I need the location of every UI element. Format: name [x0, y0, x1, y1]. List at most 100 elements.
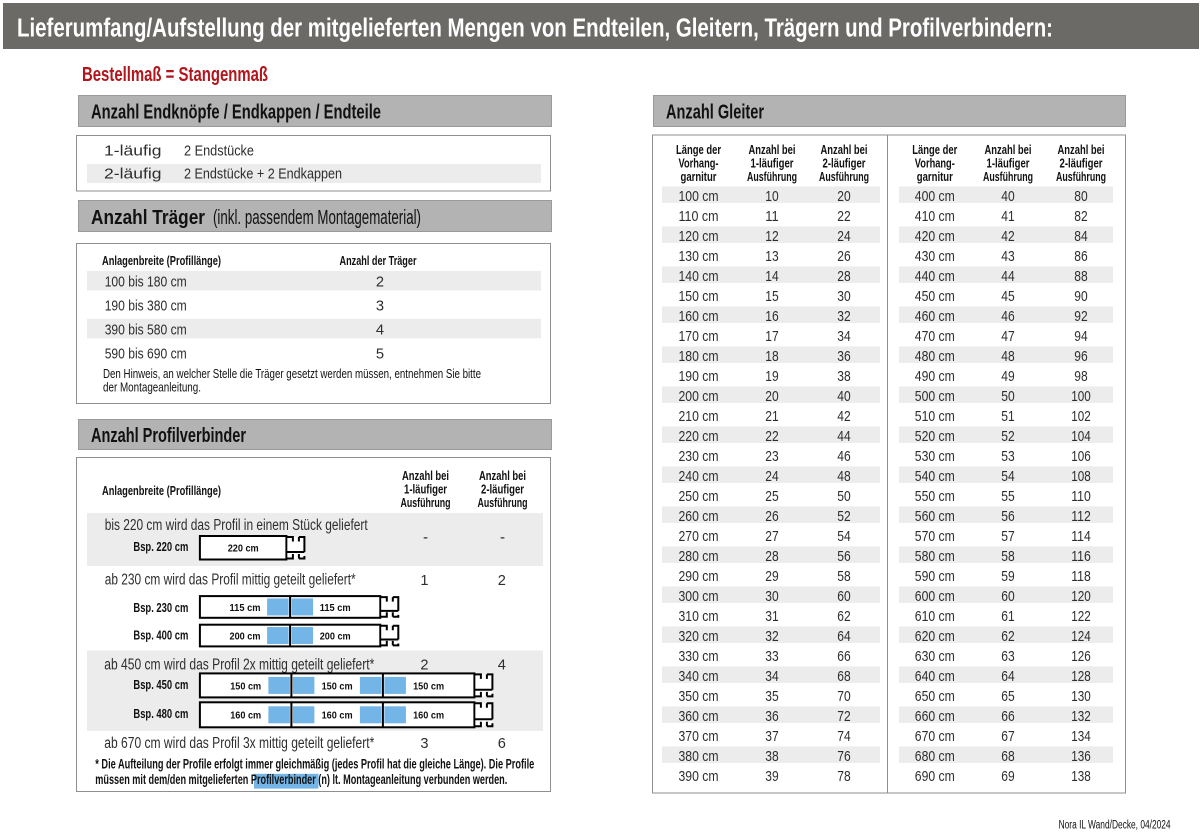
svg-text:62: 62: [837, 609, 850, 625]
svg-text:190 bis 380 cm: 190 bis 380 cm: [105, 299, 187, 315]
svg-text:450 cm: 450 cm: [915, 289, 955, 305]
svg-text:115 cm: 115 cm: [320, 602, 351, 614]
svg-text:132: 132: [1071, 709, 1091, 725]
svg-text:160 cm: 160 cm: [322, 710, 353, 722]
svg-text:Ausführung: Ausführung: [983, 169, 1033, 184]
svg-text:5: 5: [376, 346, 384, 362]
svg-text:55: 55: [1001, 489, 1014, 505]
svg-text:22: 22: [837, 209, 850, 225]
svg-text:150 cm: 150 cm: [322, 680, 353, 692]
svg-text:41: 41: [1001, 209, 1014, 225]
svg-text:40: 40: [1001, 189, 1014, 205]
svg-text:2 Endstücke + 2 Endkappen: 2 Endstücke + 2 Endkappen: [184, 166, 342, 182]
svg-text:36: 36: [837, 349, 850, 365]
svg-text:38: 38: [837, 369, 850, 385]
svg-text:130: 130: [1071, 689, 1091, 705]
svg-text:2: 2: [498, 573, 506, 589]
svg-text:100: 100: [1071, 389, 1091, 405]
svg-text:90: 90: [1074, 289, 1087, 305]
svg-text:310 cm: 310 cm: [679, 609, 719, 625]
svg-text:16: 16: [765, 309, 778, 325]
svg-text:Anzahl bei: Anzahl bei: [1058, 142, 1105, 157]
svg-text:590 cm: 590 cm: [915, 569, 955, 585]
svg-text:Bsp. 230 cm: Bsp. 230 cm: [133, 601, 188, 615]
svg-text:44: 44: [1001, 269, 1014, 285]
svg-text:20: 20: [837, 189, 850, 205]
svg-text:136: 136: [1071, 749, 1091, 765]
svg-text:28: 28: [837, 269, 850, 285]
svg-text:640 cm: 640 cm: [915, 669, 955, 685]
svg-text:67: 67: [1001, 729, 1014, 745]
svg-text:48: 48: [1001, 349, 1014, 365]
svg-text:Anzahl Endknöpfe / Endkappen /: Anzahl Endknöpfe / Endkappen / Endteile: [91, 100, 381, 123]
svg-text:46: 46: [837, 449, 850, 465]
svg-text:45: 45: [1001, 289, 1014, 305]
svg-text:180 cm: 180 cm: [679, 349, 719, 365]
svg-text:48: 48: [837, 469, 850, 485]
svg-text:138: 138: [1071, 769, 1091, 785]
svg-text:270 cm: 270 cm: [679, 529, 719, 545]
svg-text:150 cm: 150 cm: [679, 289, 719, 305]
svg-text:13: 13: [765, 249, 778, 265]
svg-text:66: 66: [1001, 709, 1014, 725]
svg-text:1-läufiger: 1-läufiger: [751, 155, 794, 170]
svg-text:ab 450 cm wird das Profil 2x m: ab 450 cm wird das Profil 2x mittig gete…: [104, 656, 374, 673]
svg-text:530 cm: 530 cm: [915, 449, 955, 465]
svg-text:390 bis 580 cm: 390 bis 580 cm: [105, 322, 187, 338]
svg-text:620 cm: 620 cm: [915, 629, 955, 645]
svg-text:150 cm: 150 cm: [413, 680, 444, 692]
svg-text:160 cm: 160 cm: [230, 710, 261, 722]
svg-text:170 cm: 170 cm: [679, 329, 719, 345]
svg-text:Anlagenbreite (Profillänge): Anlagenbreite (Profillänge): [102, 484, 221, 498]
svg-text:650 cm: 650 cm: [915, 689, 955, 705]
svg-text:Anzahl bei: Anzahl bei: [985, 142, 1032, 157]
svg-text:590 bis 690 cm: 590 bis 690 cm: [105, 346, 187, 362]
svg-text:29: 29: [765, 569, 778, 585]
svg-text:Anzahl bei: Anzahl bei: [749, 142, 796, 157]
svg-text:220 cm: 220 cm: [228, 543, 259, 555]
svg-text:33: 33: [765, 649, 778, 665]
svg-text:68: 68: [837, 669, 850, 685]
svg-text:690 cm: 690 cm: [915, 769, 955, 785]
svg-text:43: 43: [1001, 249, 1014, 265]
svg-text:50: 50: [837, 489, 850, 505]
svg-text:400 cm: 400 cm: [915, 189, 955, 205]
svg-text:38: 38: [765, 749, 778, 765]
svg-text:630 cm: 630 cm: [915, 649, 955, 665]
svg-text:Länge der: Länge der: [912, 142, 957, 157]
svg-text:88: 88: [1074, 269, 1087, 285]
svg-text:36: 36: [765, 709, 778, 725]
svg-text:670 cm: 670 cm: [915, 729, 955, 745]
svg-text:26: 26: [765, 509, 778, 525]
svg-text:58: 58: [1001, 549, 1014, 565]
svg-text:Bsp. 220 cm: Bsp. 220 cm: [133, 540, 188, 554]
svg-text:17: 17: [765, 329, 778, 345]
svg-text:100 bis 180 cm: 100 bis 180 cm: [105, 275, 187, 291]
svg-text:34: 34: [765, 669, 778, 685]
svg-text:94: 94: [1074, 329, 1087, 345]
svg-text:-: -: [423, 529, 428, 546]
svg-text:1-läufig: 1-läufig: [104, 144, 162, 160]
svg-text:Vorhang-: Vorhang-: [679, 155, 719, 170]
svg-text:124: 124: [1071, 629, 1091, 645]
svg-text:Anzahl Gleiter: Anzahl Gleiter: [666, 100, 764, 123]
svg-text:Bestellmaß = Stangenmaß: Bestellmaß = Stangenmaß: [82, 64, 268, 86]
svg-text:34: 34: [837, 329, 850, 345]
svg-text:20: 20: [765, 389, 778, 405]
svg-text:Anzahl Profilverbinder: Anzahl Profilverbinder: [91, 424, 246, 447]
svg-text:28: 28: [765, 549, 778, 565]
svg-text:30: 30: [837, 289, 850, 305]
svg-text:Ausführung: Ausführung: [1056, 169, 1106, 184]
svg-text:420 cm: 420 cm: [915, 229, 955, 245]
svg-text:86: 86: [1074, 249, 1087, 265]
svg-text:26: 26: [837, 249, 850, 265]
svg-text:2-läufiger: 2-läufiger: [481, 482, 524, 497]
svg-text:50: 50: [1001, 389, 1014, 405]
svg-text:Anzahl bei: Anzahl bei: [402, 468, 449, 483]
svg-text:64: 64: [1001, 669, 1014, 685]
svg-text:56: 56: [837, 549, 850, 565]
svg-text:116: 116: [1071, 549, 1091, 565]
svg-text:66: 66: [837, 649, 850, 665]
svg-text:Anzahl bei: Anzahl bei: [821, 142, 868, 157]
svg-text:Nora IL Wand/Decke, 04/2024: Nora IL Wand/Decke, 04/2024: [1059, 820, 1171, 832]
